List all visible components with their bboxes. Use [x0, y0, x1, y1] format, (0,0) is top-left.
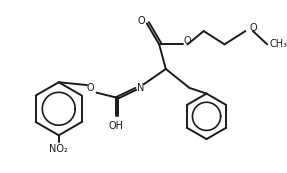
Text: O: O — [86, 83, 94, 93]
Text: NO₂: NO₂ — [49, 144, 68, 154]
Text: N: N — [137, 83, 144, 93]
Text: O: O — [137, 16, 145, 26]
Text: O: O — [184, 37, 191, 47]
Text: OH: OH — [108, 121, 123, 131]
Text: CH₃: CH₃ — [269, 39, 287, 49]
Text: O: O — [249, 23, 257, 33]
